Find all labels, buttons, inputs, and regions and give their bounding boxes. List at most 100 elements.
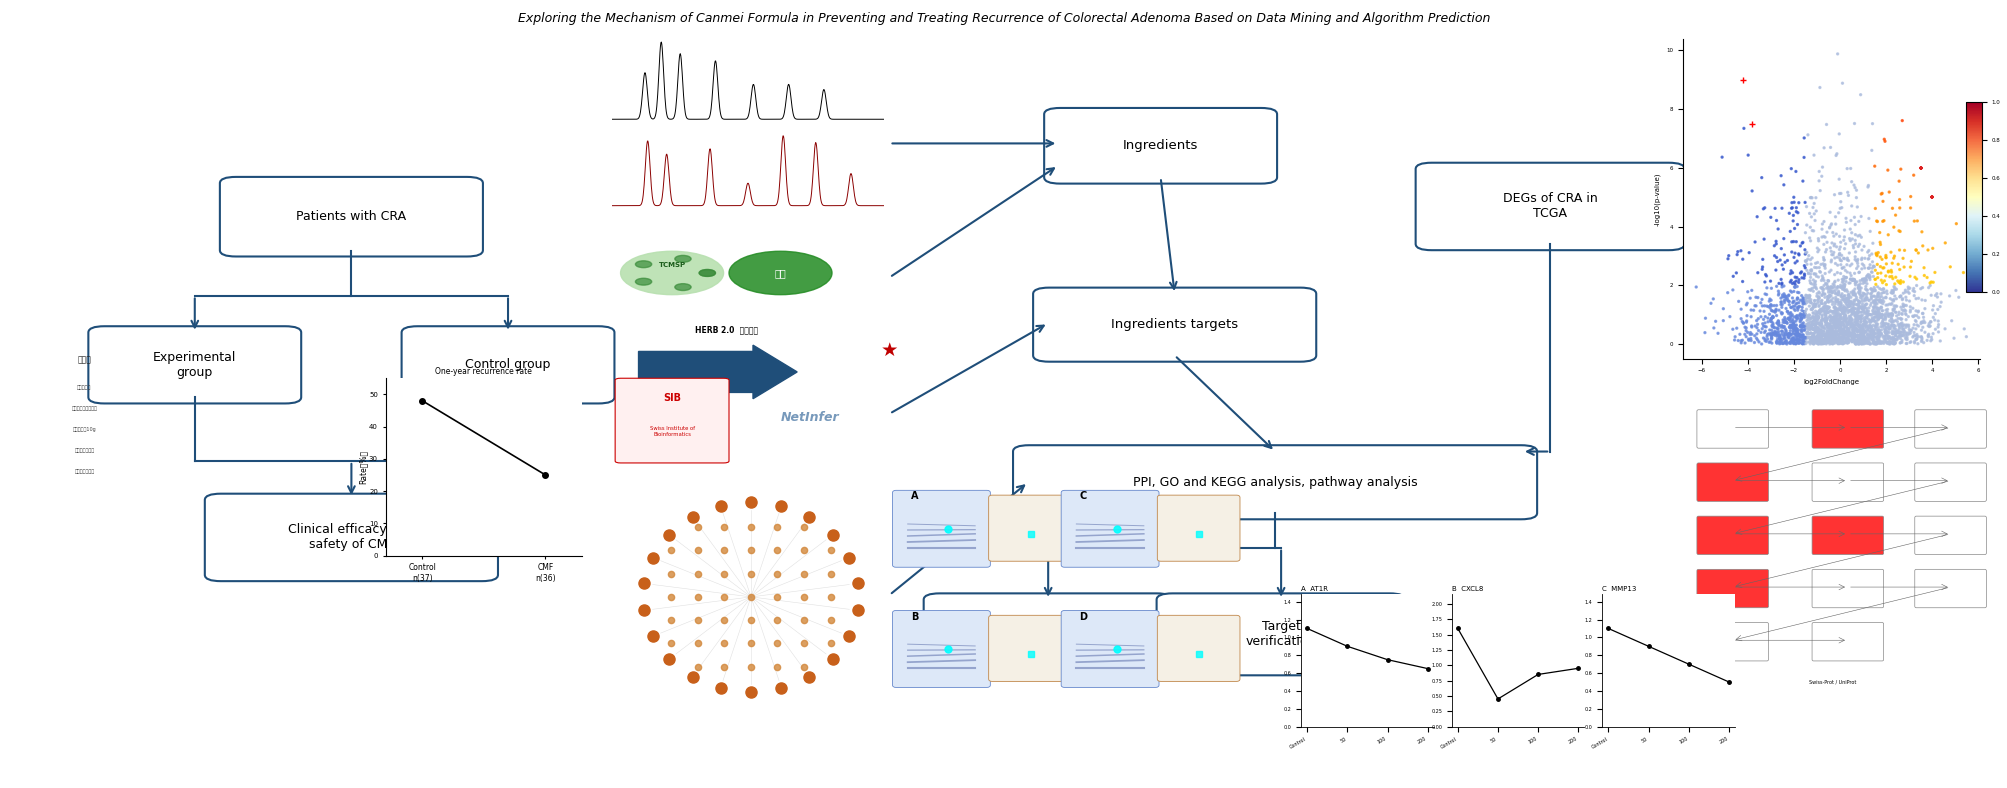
Point (1915, 303, 1947, 316)
Point (1792, 315, 1824, 328)
Point (1826, 336, 1858, 348)
Point (1810, 335, 1842, 348)
Point (1782, 337, 1814, 350)
Point (1881, 326, 1913, 339)
Point (1814, 331, 1846, 344)
Point (1754, 319, 1786, 332)
Point (1818, 335, 1850, 348)
Point (1812, 328, 1844, 340)
Point (1754, 312, 1786, 325)
Point (1889, 303, 1921, 316)
Point (1808, 322, 1840, 335)
Point (1834, 329, 1867, 342)
Point (1844, 210, 1877, 223)
Point (1812, 221, 1844, 233)
Point (1746, 320, 1778, 333)
Point (1822, 303, 1854, 315)
Point (1810, 282, 1842, 295)
Point (1810, 226, 1842, 239)
Point (1786, 272, 1818, 284)
Point (1808, 336, 1840, 348)
Point (1780, 236, 1812, 248)
Point (1800, 337, 1832, 350)
Point (1784, 294, 1816, 307)
Point (1774, 225, 1806, 238)
Point (1748, 299, 1780, 312)
Point (1800, 333, 1832, 345)
Point (1808, 319, 1840, 332)
Point (1830, 322, 1862, 335)
Point (1788, 196, 1820, 209)
Point (1832, 299, 1865, 312)
Point (1828, 303, 1860, 315)
Point (1838, 314, 1871, 326)
Point (1782, 336, 1814, 348)
Point (1885, 322, 1917, 335)
Point (1832, 322, 1865, 335)
Point (1842, 330, 1875, 343)
FancyBboxPatch shape (1915, 516, 1985, 555)
Point (1889, 327, 1921, 340)
Point (1915, 289, 1947, 302)
Point (1726, 317, 1758, 329)
Point (1780, 309, 1812, 322)
Point (1832, 298, 1865, 310)
Point (1750, 269, 1782, 282)
Point (1800, 316, 1832, 329)
Point (1842, 274, 1875, 287)
Point (1802, 325, 1834, 338)
Point (1774, 310, 1806, 322)
Point (1901, 214, 1933, 227)
Point (1776, 322, 1808, 334)
Point (1834, 314, 1867, 327)
Point (1877, 287, 1909, 299)
Point (1814, 325, 1846, 337)
Point (1782, 328, 1814, 340)
Point (1768, 294, 1800, 307)
Point (1760, 280, 1792, 292)
Point (1782, 333, 1814, 346)
Point (1867, 337, 1899, 350)
Point (1860, 281, 1893, 293)
Point (1846, 259, 1879, 272)
Point (1840, 318, 1873, 331)
Point (1895, 336, 1927, 348)
Point (1820, 295, 1852, 307)
Point (1722, 328, 1754, 340)
Point (1828, 326, 1860, 339)
Point (1804, 331, 1836, 344)
Point (1792, 328, 1824, 340)
Point (1856, 331, 1889, 344)
Point (1796, 330, 1828, 343)
Point (1762, 287, 1794, 299)
Point (1840, 255, 1873, 267)
Point (1800, 332, 1832, 344)
Point (1877, 331, 1909, 344)
Point (1846, 297, 1879, 310)
FancyBboxPatch shape (1156, 593, 1405, 675)
Point (1865, 187, 1897, 199)
Point (1828, 296, 1860, 309)
Point (1730, 310, 1762, 322)
Point (1802, 317, 1834, 329)
Point (1814, 333, 1846, 346)
Point (1820, 315, 1852, 328)
Point (1746, 299, 1778, 312)
Point (1877, 308, 1909, 321)
Point (1844, 258, 1877, 270)
Point (1810, 314, 1842, 326)
Point (1764, 242, 1796, 255)
Point (1891, 310, 1923, 323)
Point (1796, 336, 1828, 349)
Point (1834, 318, 1867, 331)
Circle shape (674, 284, 690, 291)
Point (1848, 335, 1881, 348)
Text: Exploring the Mechanism of Canmei Formula in Preventing and Treating Recurrence : Exploring the Mechanism of Canmei Formul… (518, 12, 1489, 24)
Point (1848, 283, 1881, 296)
Point (1871, 333, 1903, 345)
Point (1830, 254, 1862, 266)
Point (1764, 336, 1796, 348)
Point (1812, 336, 1844, 348)
Point (1816, 333, 1848, 346)
Point (1838, 337, 1871, 350)
